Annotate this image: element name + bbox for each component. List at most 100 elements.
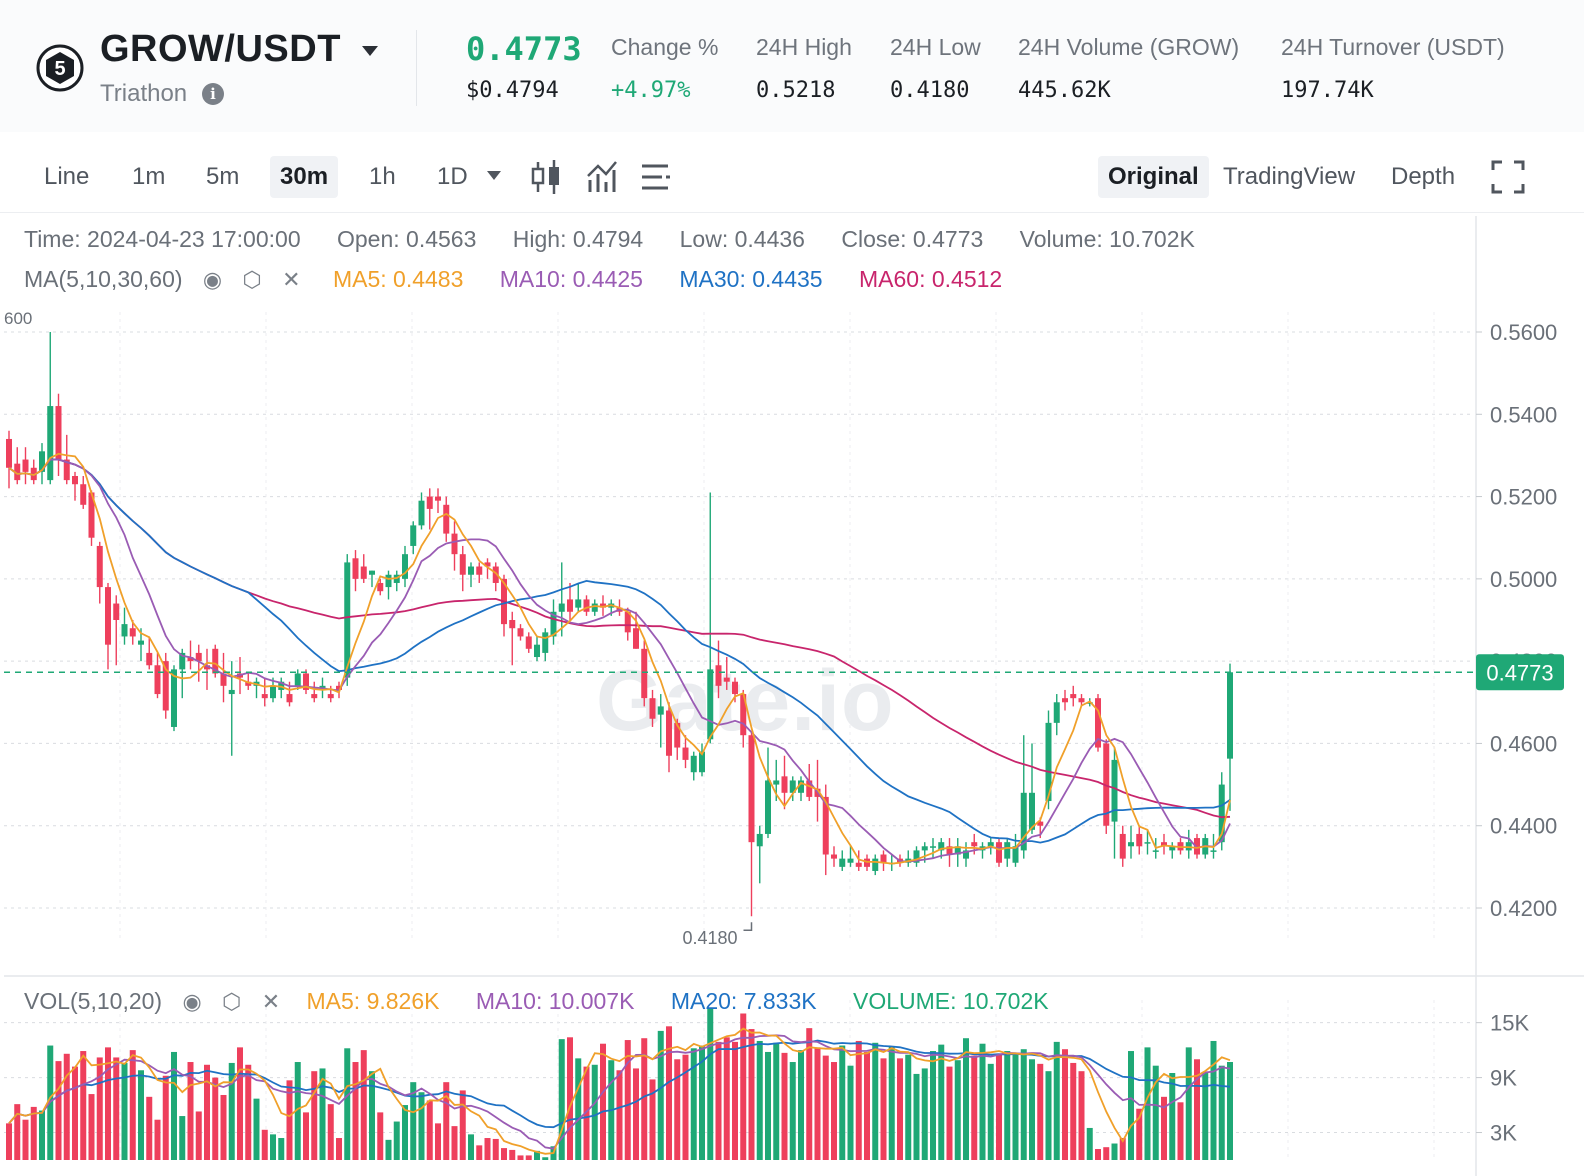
indicator-icon[interactable] — [584, 158, 620, 196]
candle-body — [575, 599, 582, 608]
volume-bar — [979, 1043, 986, 1160]
candle-body — [517, 628, 524, 637]
candle-body — [14, 463, 21, 481]
volume-bar — [311, 1071, 318, 1160]
candle-body — [963, 850, 969, 859]
volume-bar — [641, 1038, 648, 1160]
volume-bar — [179, 1116, 186, 1160]
volume-value: 445.62K — [1018, 78, 1111, 103]
candle-body — [30, 467, 37, 481]
fullscreen-icon[interactable] — [1490, 158, 1526, 196]
vol-close-icon[interactable]: ✕ — [261, 989, 281, 1014]
candle-body — [690, 755, 697, 773]
volume-bar — [385, 1139, 392, 1160]
view-original[interactable]: Original — [1098, 156, 1209, 198]
volume-bar — [781, 1052, 788, 1160]
vol-ma5-value: MA5: 9.826K — [306, 988, 440, 1014]
volume-bar — [451, 1126, 458, 1160]
candle-body — [534, 644, 540, 658]
volume-bar — [319, 1068, 326, 1160]
ohlc-low: Low: 0.4436 — [679, 226, 805, 252]
settings-list-icon[interactable] — [638, 158, 674, 196]
candle-body — [633, 628, 639, 649]
price-tick-label: 0.5200 — [1490, 485, 1557, 510]
candle-body — [1119, 833, 1126, 859]
visibility-eye-icon[interactable]: ◉ — [202, 267, 223, 292]
pair-dropdown-caret-icon[interactable] — [362, 46, 378, 56]
candle-body — [550, 611, 557, 637]
volume-bar — [707, 1008, 714, 1160]
interval-1h[interactable]: 1h — [369, 163, 396, 190]
candle-body — [55, 406, 62, 460]
volume-bar — [14, 1104, 21, 1160]
view-depth[interactable]: Depth — [1391, 163, 1456, 190]
vol-legend-title: VOL(5,10,20) — [24, 988, 163, 1014]
volume-bar — [558, 1039, 565, 1160]
volume-bar — [756, 1040, 763, 1160]
close-icon[interactable]: ✕ — [282, 267, 301, 292]
last-price: 0.4773 — [466, 30, 582, 68]
volume-bar — [822, 1055, 829, 1160]
volume-bar — [402, 1105, 408, 1160]
volume-bar — [22, 1119, 29, 1160]
candle-body — [542, 632, 549, 653]
candle-body — [839, 858, 846, 867]
candle-body — [624, 611, 631, 633]
candle-body — [63, 459, 70, 481]
volume-bar — [1194, 1059, 1200, 1160]
volume-bar — [748, 1029, 755, 1160]
volume-bar — [624, 1040, 631, 1160]
vol-settings-icon[interactable]: ⬡ — [222, 989, 242, 1014]
candle-type-icon[interactable] — [528, 158, 564, 196]
volume-bar — [789, 1062, 796, 1160]
candle-body — [352, 558, 359, 579]
volume-bar — [847, 1065, 854, 1160]
volume-bar — [855, 1040, 862, 1160]
candle-body — [1161, 842, 1167, 847]
candle-body — [600, 603, 606, 608]
volume-bar — [1202, 1073, 1209, 1160]
volume-bar — [1218, 1065, 1225, 1160]
candle-body — [798, 780, 804, 793]
interval-line[interactable]: Line — [44, 163, 90, 190]
candle-body — [402, 554, 408, 579]
interval-dropdown-caret-icon[interactable] — [487, 171, 501, 180]
pair-name[interactable]: GROW/USDT — [100, 28, 341, 70]
volume-bar — [1004, 1051, 1011, 1160]
volume-bar — [525, 1155, 532, 1160]
low-value: 0.4180 — [890, 78, 970, 103]
candle-body — [913, 850, 920, 863]
candle-body — [732, 681, 738, 695]
indicator-settings-icon[interactable]: ⬡ — [242, 267, 262, 292]
candle-body — [204, 665, 210, 670]
candle-body — [682, 747, 689, 760]
price-tick-label: 0.5600 — [1490, 320, 1557, 345]
candle-body — [88, 492, 95, 538]
candle-body — [245, 681, 252, 686]
volume-bar — [270, 1134, 276, 1160]
volume-bar — [393, 1121, 400, 1160]
interval-1d[interactable]: 1D — [437, 163, 468, 190]
interval-30m[interactable]: 30m — [270, 156, 339, 198]
vol-visibility-eye-icon[interactable]: ◉ — [182, 989, 202, 1014]
volume-bar — [1136, 1108, 1143, 1160]
volume-bar — [1227, 1062, 1233, 1160]
info-icon[interactable]: i — [202, 83, 224, 105]
candle-body — [385, 574, 392, 588]
volume-bar — [459, 1090, 466, 1160]
candle-body — [707, 669, 714, 740]
candle-body — [1037, 821, 1044, 826]
interval-1m[interactable]: 1m — [132, 163, 166, 190]
candle-body — [930, 846, 936, 848]
volume-legend: VOL(5,10,20) ◉ ⬡ ✕ MA5: 9.826K MA10: 10.… — [24, 988, 1049, 1015]
volume-bar — [1037, 1063, 1044, 1160]
header-divider — [416, 30, 417, 106]
ohlc-info-bar: Time: 2024-04-23 17:00:00 Open: 0.4563 H… — [24, 226, 1225, 253]
volume-bar — [1053, 1041, 1060, 1160]
view-tradingview[interactable]: TradingView — [1223, 163, 1356, 190]
volume-bar — [814, 1047, 821, 1160]
interval-5m[interactable]: 5m — [206, 163, 240, 190]
candle-body — [80, 484, 87, 505]
candle-body — [443, 504, 450, 534]
